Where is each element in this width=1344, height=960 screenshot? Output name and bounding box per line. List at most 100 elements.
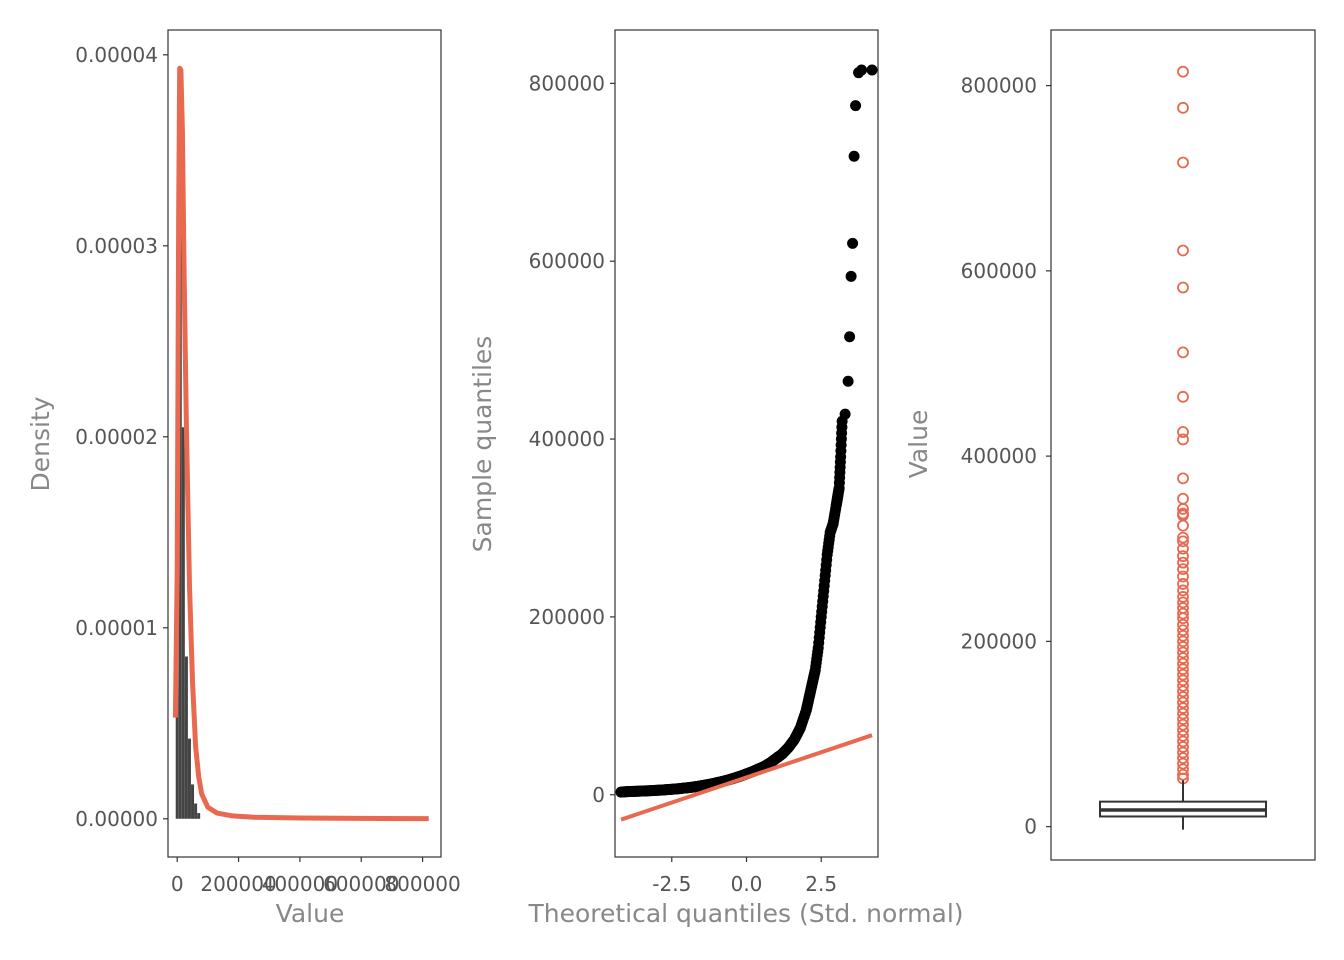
y-tick-label: 0.00003 (75, 234, 158, 258)
x-tick-label: 0 (171, 872, 184, 896)
boxplot-outlier (1177, 578, 1189, 590)
boxplot-outlier (1177, 696, 1189, 709)
boxplot-outlier (1177, 713, 1189, 726)
x-tick-label: 0.0 (731, 872, 763, 896)
density-y-axis-title: Density (26, 396, 55, 491)
density-curve (172, 65, 429, 822)
boxplot-y-axis: 0 200000 400000 600000 800000 (961, 74, 1051, 839)
boxplot-outlier (1177, 641, 1189, 653)
boxplot-outlier (1177, 550, 1189, 563)
boxplot-outlier (1177, 691, 1189, 703)
qq-points (615, 64, 878, 798)
boxplot-outlier (1177, 519, 1189, 532)
boxplot-outlier (1177, 674, 1189, 687)
boxplot-outlier (1177, 724, 1189, 737)
qq-point (848, 150, 860, 162)
y-tick-label: 0.00002 (75, 425, 158, 449)
boxplot-outlier (1177, 492, 1189, 505)
boxplot-outlier (1177, 433, 1189, 446)
boxplot-outlier (1177, 718, 1189, 731)
boxplot-outlier (1177, 472, 1189, 485)
x-tick-label: 600000 (323, 872, 399, 896)
boxplot-outlier (1177, 607, 1189, 620)
boxplot-panel: 0 200000 400000 600000 800000 Value (904, 29, 1316, 861)
boxplot-outlier (1177, 618, 1189, 631)
boxplot-outlier (1177, 741, 1189, 753)
y-tick-label: 200000 (529, 605, 605, 629)
boxplot-y-axis-title: Value (904, 410, 933, 479)
boxplot-outlier (1177, 156, 1189, 169)
boxplot-outlier (1177, 390, 1189, 403)
y-tick-label: 600000 (961, 259, 1037, 283)
boxplot-outlier (1177, 570, 1189, 583)
boxplot-outlier (1177, 757, 1189, 770)
boxplot-outlier (1177, 244, 1189, 257)
qq-point (856, 64, 868, 76)
boxplot-outlier (1177, 503, 1189, 515)
qq-point (866, 64, 878, 76)
boxplot-outlier (1177, 542, 1189, 555)
boxplot-outlier (1177, 535, 1189, 548)
boxplot-outlier (1177, 281, 1189, 294)
qq-panel: 0 200000 400000 600000 800000 -2.5 0.0 2.5 The… (468, 29, 964, 928)
boxplot-outlier (1177, 531, 1189, 544)
boxplot-outlier (1177, 101, 1189, 114)
boxplot-box (1099, 780, 1267, 830)
qq-point (845, 270, 857, 282)
x-tick-label: -2.5 (652, 872, 691, 896)
y-tick-label: 800000 (529, 71, 605, 95)
density-panel: 0.00000 0.00001 0.00002 0.00003 0.00004 0 200… (26, 29, 461, 928)
boxplot-outlier (1177, 735, 1189, 748)
qq-point (839, 408, 851, 420)
boxplot-outlier (1177, 624, 1189, 637)
boxplot-outlier (1177, 657, 1189, 670)
qq-x-axis-title: Theoretical quantiles (Std. normal) (527, 899, 963, 928)
qq-y-axis-title: Sample quantiles (468, 336, 497, 553)
y-tick-label: 0.00004 (75, 43, 158, 67)
boxplot-outlier (1177, 702, 1189, 714)
x-tick-label: 2.5 (805, 872, 837, 896)
y-tick-label: 0.00001 (75, 616, 158, 640)
qq-point (842, 375, 854, 387)
qq-point (844, 331, 856, 343)
qq-x-axis: -2.5 0.0 2.5 (652, 857, 837, 896)
y-tick-label: 0 (592, 783, 605, 807)
boxplot-outlier (1177, 729, 1189, 742)
density-y-axis: 0.00000 0.00001 0.00002 0.00003 0.00004 (75, 43, 168, 831)
y-tick-label: 800000 (961, 74, 1037, 98)
boxplot-outlier (1177, 752, 1189, 765)
boxplot-outlier (1177, 646, 1189, 659)
boxplot-outlier (1177, 629, 1189, 642)
boxplot-outlier (1177, 685, 1189, 698)
boxplot-outlier (1177, 563, 1189, 576)
qq-point (847, 237, 859, 249)
x-tick-label: 800000 (384, 872, 460, 896)
x-tick-label: 400000 (262, 872, 338, 896)
y-tick-label: 200000 (961, 629, 1037, 653)
boxplot-outlier (1177, 612, 1189, 625)
boxplot-outlier (1177, 596, 1189, 609)
y-tick-label: 0.00000 (75, 807, 158, 831)
boxplot-outlier (1177, 679, 1189, 692)
boxplot-outlier (1177, 556, 1189, 569)
boxplot-panel-frame (1050, 29, 1316, 861)
boxplot-outlier (1177, 746, 1189, 759)
qq-point (850, 100, 862, 112)
boxplot-outlier (1177, 768, 1189, 781)
y-tick-label: 400000 (961, 444, 1037, 468)
y-tick-label: 0 (1024, 815, 1037, 839)
boxplot-outlier (1177, 65, 1189, 78)
boxplot-outlier (1177, 591, 1189, 603)
boxplot-outlier (1177, 426, 1189, 438)
boxplot-outlier (1177, 668, 1189, 681)
boxplot-outlier (1177, 652, 1189, 664)
boxplot-outlier (1177, 584, 1189, 597)
y-tick-label: 400000 (529, 427, 605, 451)
boxplot-outliers (1177, 65, 1189, 785)
boxplot-outlier (1177, 346, 1189, 359)
boxplot-outlier (1177, 663, 1189, 676)
boxplot-outlier (1177, 635, 1189, 648)
density-x-axis-title: Value (276, 899, 345, 928)
